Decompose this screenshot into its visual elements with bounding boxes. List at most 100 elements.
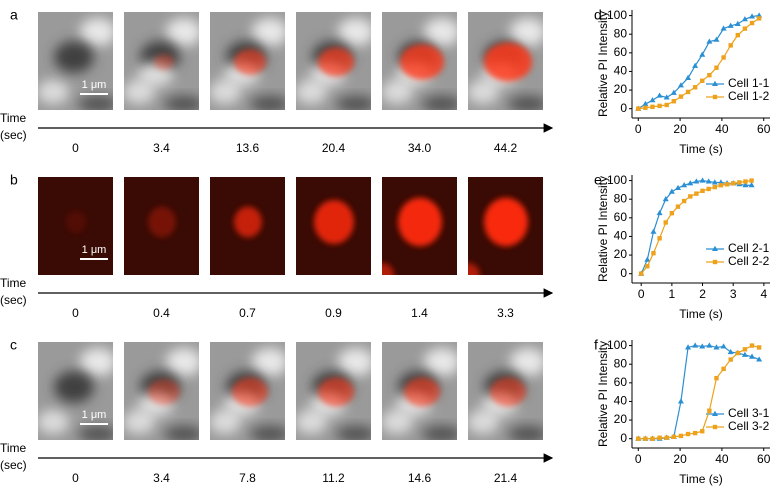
marker	[720, 343, 727, 349]
marker	[714, 65, 719, 70]
micrograph	[382, 177, 457, 275]
micrograph	[124, 342, 199, 440]
marker	[728, 43, 733, 48]
y-tick-label: 40	[614, 394, 628, 408]
micrograph	[296, 177, 371, 275]
marker	[699, 343, 706, 349]
x-tick-label: 1	[669, 287, 676, 301]
micrograph	[296, 342, 371, 440]
time-value: 0.9	[325, 306, 342, 320]
micrograph	[468, 342, 543, 440]
x-tick-label: 60	[757, 452, 771, 466]
legend-marker	[712, 94, 718, 100]
legend-marker	[712, 410, 718, 416]
marker	[748, 182, 755, 188]
marker	[650, 228, 657, 234]
x-tick-label: 60	[757, 122, 771, 136]
time-value: 7.8	[239, 471, 256, 485]
y-tick-label: 60	[614, 210, 628, 224]
marker	[743, 179, 748, 184]
marker	[681, 198, 687, 204]
marker	[692, 430, 698, 436]
scale-bar-label: 1 μm	[82, 79, 107, 91]
panel-label: a	[10, 7, 18, 23]
marker	[724, 182, 730, 187]
y-tick-label: 60	[614, 375, 628, 389]
marker	[636, 106, 641, 111]
marker	[731, 181, 736, 186]
legend-label: Cell 3-2	[728, 419, 770, 433]
y-tick-label: 80	[614, 26, 628, 40]
marker	[650, 104, 655, 110]
y-tick-label: 20	[614, 247, 628, 261]
marker	[735, 350, 740, 356]
marker	[714, 375, 719, 381]
marker	[735, 32, 740, 38]
time-value: 3.4	[153, 141, 170, 155]
marker	[664, 102, 669, 108]
legend-label: Cell 2-2	[728, 254, 770, 268]
y-tick-label: 100	[607, 8, 627, 22]
legend-marker	[712, 245, 718, 251]
marker	[656, 209, 663, 216]
time-value: 0	[72, 141, 79, 155]
marker	[700, 78, 705, 83]
time-axis-unit: (sec)	[0, 128, 27, 142]
marker	[721, 366, 726, 372]
marker	[705, 178, 712, 184]
y-tick-label: 40	[614, 229, 628, 243]
time-value: 11.2	[322, 471, 345, 485]
marker	[711, 179, 718, 185]
marker	[649, 97, 656, 103]
marker	[756, 16, 762, 21]
marker	[713, 36, 720, 42]
y-tick-label: 40	[614, 64, 628, 78]
legend-label: Cell 2-1	[728, 241, 770, 255]
marker	[734, 20, 741, 26]
scale-bar-label: 1 μm	[82, 244, 107, 256]
marker	[707, 72, 712, 78]
micrograph	[38, 342, 113, 440]
panel-label: c	[10, 337, 17, 353]
panel-label: b	[10, 172, 18, 188]
marker	[668, 188, 675, 194]
marker	[706, 186, 711, 192]
marker	[707, 408, 712, 413]
marker	[749, 343, 755, 348]
micrograph	[38, 177, 113, 275]
micrograph	[468, 12, 543, 110]
marker	[662, 196, 669, 202]
marker	[657, 103, 662, 109]
marker	[692, 342, 699, 348]
marker	[685, 89, 691, 95]
y-tick-label: 0	[620, 101, 627, 115]
marker	[651, 251, 656, 256]
marker	[678, 433, 684, 439]
marker	[685, 344, 692, 350]
marker	[742, 182, 749, 188]
marker	[663, 220, 668, 225]
marker	[670, 89, 677, 95]
time-axis-label: Time	[0, 441, 27, 455]
marker	[671, 434, 677, 440]
time-value: 13.6	[236, 141, 260, 155]
marker	[675, 184, 681, 191]
x-tick-label: 2	[699, 287, 706, 301]
micrograph	[468, 177, 543, 275]
marker	[693, 178, 700, 184]
marker	[742, 347, 748, 352]
marker	[756, 345, 762, 350]
time-value: 0	[72, 471, 79, 485]
legend-marker	[712, 80, 718, 86]
time-value: 34.0	[408, 141, 432, 155]
x-tick-label: 0	[638, 287, 645, 301]
marker	[636, 436, 641, 441]
marker	[657, 236, 662, 241]
marker	[688, 194, 693, 199]
marker	[685, 431, 691, 437]
marker	[712, 184, 717, 190]
micrograph	[210, 177, 285, 275]
marker	[720, 25, 727, 31]
marker	[657, 435, 662, 440]
marker	[699, 51, 706, 57]
